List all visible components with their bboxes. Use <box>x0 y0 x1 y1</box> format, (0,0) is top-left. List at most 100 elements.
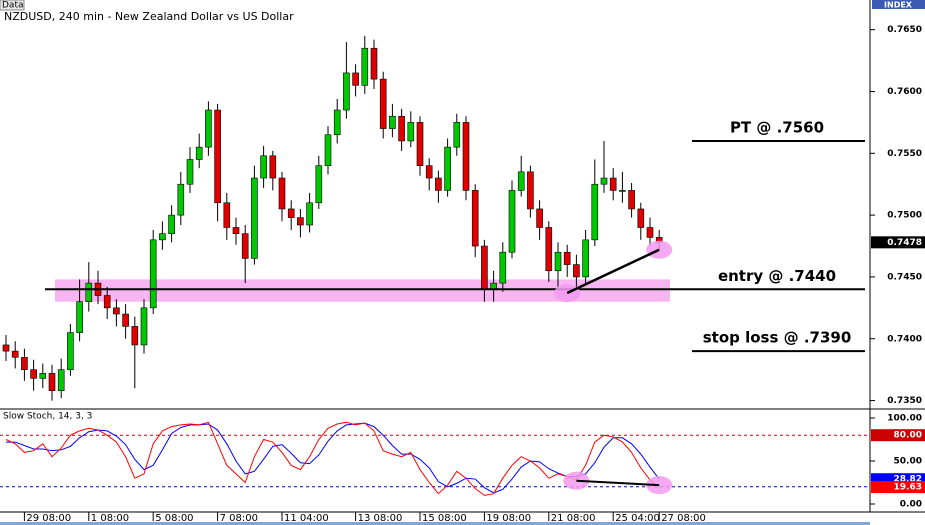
y-tick-label: 0.7550 <box>887 149 922 159</box>
candle-body <box>21 357 28 370</box>
candle-body <box>444 146 451 191</box>
y-tick-label: 0.7650 <box>887 25 922 35</box>
candle-body <box>48 373 56 391</box>
candle-body <box>223 202 231 228</box>
candle-body <box>287 208 295 218</box>
candle-body <box>471 190 479 247</box>
candle-body <box>159 233 166 241</box>
stoch-title: Slow Stoch, 14, 3, 3 <box>3 412 92 422</box>
menu-box[interactable] <box>0 0 25 11</box>
value-box-label: 80.00 <box>894 431 922 441</box>
candle-body <box>435 177 442 191</box>
candle-body <box>195 146 203 160</box>
y-tick-label: 0.00 <box>900 500 922 510</box>
y-tick-label: 0.7400 <box>887 334 922 344</box>
candle-body <box>591 183 599 241</box>
candle-body <box>582 239 589 278</box>
candle-body <box>260 155 267 179</box>
candle-body <box>333 109 341 136</box>
x-tick-label: 11 04:00 <box>284 513 329 524</box>
y-tick-label: 0.7500 <box>887 211 922 221</box>
candle-body <box>306 202 313 226</box>
candle-body <box>269 155 277 179</box>
level-label: stop loss @ .7390 <box>703 329 852 347</box>
candle-body <box>67 332 74 370</box>
candle-body <box>30 369 37 379</box>
candle-body <box>57 369 65 391</box>
value-box-label: 28.82 <box>894 475 922 485</box>
candle-body <box>637 208 645 228</box>
candle-body <box>343 72 350 111</box>
candle-body <box>241 233 249 259</box>
value-box-label: 19.63 <box>894 483 922 493</box>
x-tick-label: 7 08:00 <box>220 513 258 524</box>
candle-body <box>251 177 258 259</box>
level-label: entry @ .7440 <box>718 267 836 285</box>
x-tick-label: 27 08:00 <box>661 513 706 524</box>
candle-body <box>508 190 516 253</box>
candle-body <box>113 307 120 315</box>
y-tick-label: 50.00 <box>894 457 922 467</box>
candle-body <box>563 251 571 265</box>
x-tick-label: 13 08:00 <box>358 513 403 524</box>
candle-body <box>352 72 359 86</box>
candle-body <box>600 177 608 185</box>
x-tick-label: 21 08:00 <box>551 513 596 524</box>
candle-body <box>214 109 221 204</box>
y-tick-label: 0.7600 <box>887 87 922 97</box>
x-tick-label: 15 08:00 <box>422 513 467 524</box>
time-bar <box>0 522 870 525</box>
candle-body <box>186 159 194 185</box>
candle-body <box>149 239 157 309</box>
x-tick-label: 25 04:00 <box>615 513 660 524</box>
candle-body <box>122 313 129 327</box>
candle-body <box>11 350 19 358</box>
stoch-line <box>5 421 660 496</box>
level-label: PT @ .7560 <box>730 118 824 136</box>
candle-body <box>205 109 212 148</box>
candle-body <box>379 78 387 129</box>
candle-body <box>536 208 543 228</box>
candle-body <box>416 122 424 166</box>
highlight-band <box>55 279 670 302</box>
candle-body <box>131 326 139 346</box>
candle-body <box>425 165 433 179</box>
candle-body <box>453 122 461 148</box>
trendline <box>566 248 660 295</box>
candle-body <box>628 190 635 210</box>
x-tick-label: 19 08:00 <box>486 513 531 524</box>
stoch-line <box>6 422 660 494</box>
index-box <box>872 0 925 9</box>
value-box <box>871 481 925 494</box>
candle-body <box>517 171 525 191</box>
x-tick-label: 5 08:00 <box>155 513 193 524</box>
y-tick-label: 100.00 <box>887 413 922 423</box>
candle-body <box>646 227 654 238</box>
chart-title: NZDUSD, 240 min - New Zealand Dollar vs … <box>4 10 294 23</box>
candle-body <box>554 251 562 272</box>
candle-body <box>140 307 148 346</box>
candle-body <box>76 301 83 333</box>
value-box <box>871 236 925 249</box>
candle-body <box>481 245 488 290</box>
candle-body <box>297 217 304 226</box>
candle-body <box>462 122 470 191</box>
candle-body <box>573 264 580 278</box>
candle-body <box>85 282 93 302</box>
candle-body <box>177 183 185 216</box>
candle-body <box>39 373 47 379</box>
candle-body <box>278 177 286 210</box>
x-tick-label: 1 08:00 <box>91 513 129 524</box>
y-tick-label: 0.7350 <box>887 396 922 406</box>
menu[interactable]: Data <box>2 1 24 11</box>
candle-body <box>2 344 10 352</box>
candle-body <box>315 165 323 204</box>
trendline <box>576 479 660 487</box>
candle-body <box>232 227 240 234</box>
candle-body <box>527 171 534 210</box>
candle-body <box>370 47 378 80</box>
candle-body <box>103 295 111 309</box>
candle-body <box>168 214 175 234</box>
